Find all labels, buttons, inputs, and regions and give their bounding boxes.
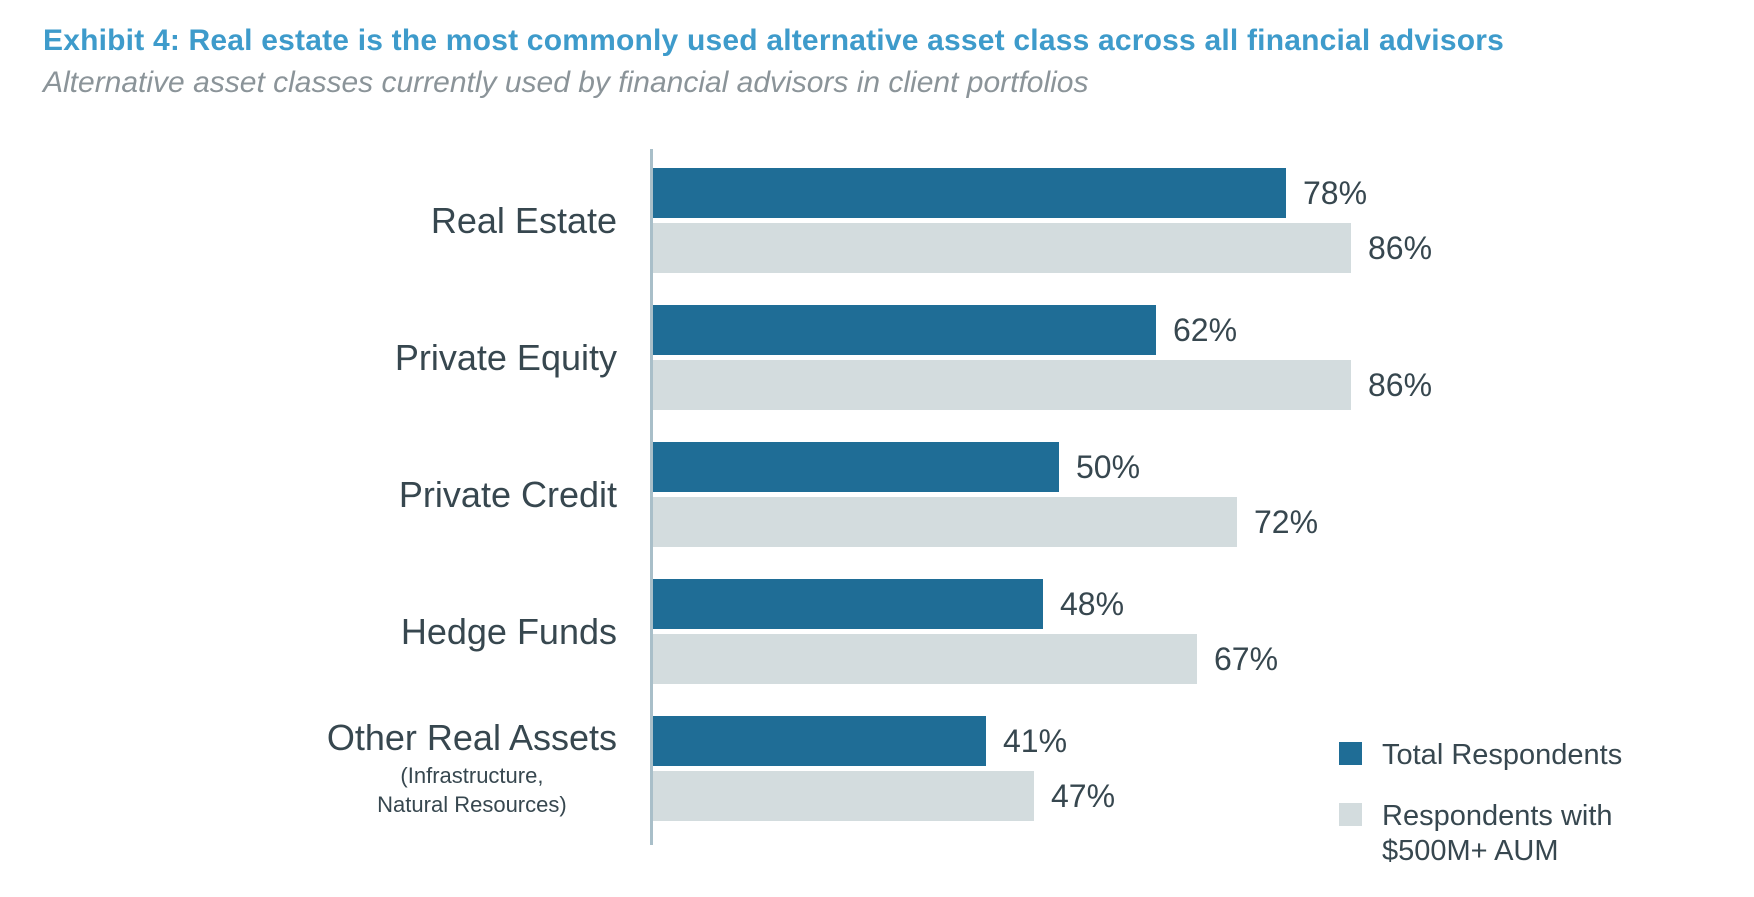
bar-row: 50% — [653, 442, 1318, 492]
category-label: Other Real Assets — [326, 716, 617, 758]
category-sublabel: (Infrastructure, — [400, 763, 544, 789]
legend-swatch — [1339, 742, 1362, 765]
value-label: 86% — [1368, 366, 1433, 403]
category-sublabel: Natural Resources) — [377, 791, 567, 817]
chart-group-real-estate: Real Estate 78% 86% — [0, 168, 1754, 273]
category-label: Hedge Funds — [400, 610, 617, 652]
value-label: 41% — [1003, 722, 1068, 759]
bar-respondents-with-500m-aum-hedge-funds — [653, 634, 1197, 684]
category-label-cell: Private Credit — [0, 442, 617, 547]
chart-group-other-real-assets: Other Real Assets (Infrastructure, Natural… — [0, 716, 1754, 821]
bars-cell: 48% 67% — [653, 579, 1278, 684]
category-label-block: Private Credit — [399, 475, 617, 515]
category-label-cell: Other Real Assets (Infrastructure, Natural… — [0, 716, 617, 821]
bars-cell: 62% 86% — [653, 305, 1432, 410]
value-label: 86% — [1368, 229, 1433, 266]
bar-total-respondents-private-equity — [653, 305, 1156, 355]
value-label: 62% — [1173, 311, 1238, 348]
category-label: Private Credit — [398, 473, 617, 515]
bar-row: 47% — [653, 771, 1115, 821]
legend-label: Respondents with $500M+ AUM — [1382, 799, 1613, 869]
bars-cell: 50% 72% — [653, 442, 1318, 547]
category-label-block: Hedge Funds — [401, 612, 617, 652]
category-label-cell: Real Estate — [0, 168, 617, 273]
bar-row: 86% — [653, 360, 1432, 410]
bar-total-respondents-real-estate — [653, 168, 1286, 218]
value-label: 50% — [1076, 448, 1141, 485]
bar-row: 67% — [653, 634, 1278, 684]
chart-legend: Total Respondents Respondents with $500M+ … — [1339, 738, 1622, 868]
bars-cell: 41% 47% — [653, 716, 1115, 821]
bar-row: 86% — [653, 223, 1432, 273]
bar-total-respondents-other-real-assets — [653, 716, 986, 766]
bars-cell: 78% 86% — [653, 168, 1432, 273]
bar-row: 48% — [653, 579, 1278, 629]
value-label: 78% — [1303, 174, 1368, 211]
exhibit-title: Exhibit 4: Real estate is the most commo… — [43, 24, 1505, 57]
bar-respondents-with-500m-aum-other-real-assets — [653, 771, 1034, 821]
category-label: Private Equity — [394, 336, 617, 378]
exhibit-subtitle: Alternative asset classes currently used… — [43, 66, 1089, 99]
legend-label-line: Total Respondents — [1382, 739, 1623, 771]
value-label: 47% — [1051, 777, 1116, 814]
category-label-cell: Private Equity — [0, 305, 617, 410]
category-label-block: Real Estate — [431, 201, 617, 241]
y-axis-line — [650, 149, 653, 845]
legend-label-line: Respondents with — [1382, 799, 1613, 832]
chart-group-hedge-funds: Hedge Funds 48% 67% — [0, 579, 1754, 684]
value-label: 48% — [1060, 585, 1125, 622]
legend-item-respondents-with-500m-aum: Respondents with $500M+ AUM — [1339, 799, 1622, 869]
legend-label-line: $500M+ AUM — [1382, 834, 1559, 867]
bar-respondents-with-500m-aum-private-credit — [653, 497, 1237, 547]
legend-label: Total Respondents — [1382, 738, 1622, 773]
value-label: 67% — [1214, 640, 1279, 677]
category-label-cell: Hedge Funds — [0, 579, 617, 684]
bar-row: 78% — [653, 168, 1432, 218]
plot-area: Real Estate 78% 86% Private Equity 62% 86% Pri… — [0, 168, 1754, 853]
bar-total-respondents-private-credit — [653, 442, 1059, 492]
value-label: 72% — [1254, 503, 1319, 540]
category-label-block: Other Real Assets (Infrastructure, Natural… — [327, 718, 617, 820]
bar-row: 72% — [653, 497, 1318, 547]
category-label: Real Estate — [430, 199, 617, 241]
legend-item-total-respondents: Total Respondents — [1339, 738, 1622, 773]
bar-row: 41% — [653, 716, 1115, 766]
chart-group-private-equity: Private Equity 62% 86% — [0, 305, 1754, 410]
bar-respondents-with-500m-aum-real-estate — [653, 223, 1351, 273]
category-label-block: Private Equity — [395, 338, 617, 378]
legend-swatch — [1339, 802, 1362, 826]
bar-respondents-with-500m-aum-private-equity — [653, 360, 1351, 410]
chart-group-private-credit: Private Credit 50% 72% — [0, 442, 1754, 547]
bar-total-respondents-hedge-funds — [653, 579, 1043, 629]
bar-row: 62% — [653, 305, 1432, 355]
